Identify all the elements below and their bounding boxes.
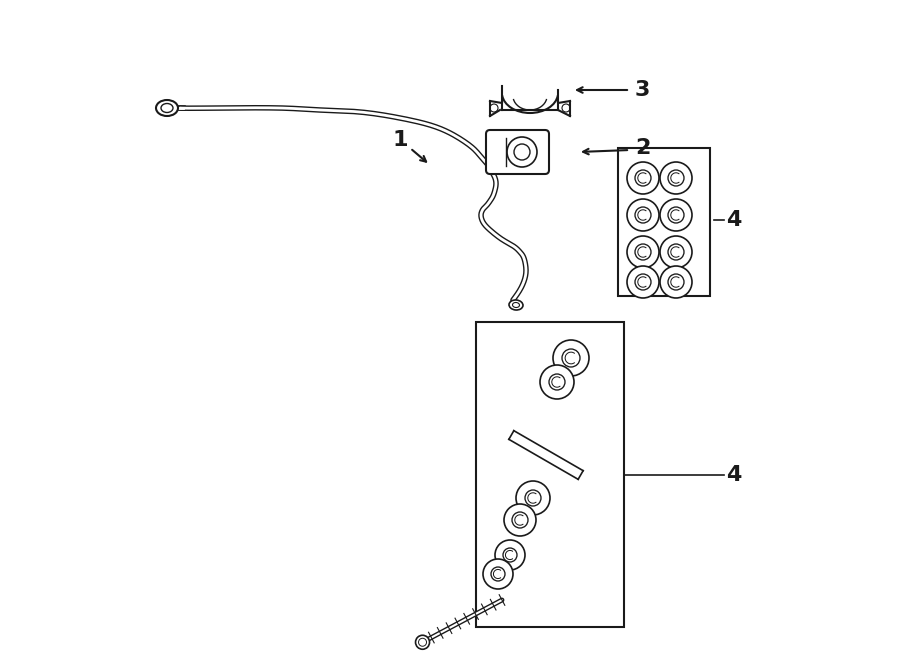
Text: 3: 3 [635, 80, 651, 100]
Circle shape [507, 137, 537, 167]
Ellipse shape [512, 303, 519, 307]
Circle shape [504, 504, 536, 536]
Circle shape [495, 540, 525, 570]
Ellipse shape [161, 104, 173, 112]
Text: 1: 1 [392, 130, 408, 150]
Circle shape [660, 199, 692, 231]
Circle shape [660, 162, 692, 194]
Circle shape [627, 236, 659, 268]
Text: 4: 4 [726, 465, 742, 485]
Circle shape [660, 236, 692, 268]
Circle shape [627, 162, 659, 194]
Circle shape [483, 559, 513, 589]
Ellipse shape [509, 300, 523, 310]
Circle shape [553, 340, 589, 376]
Bar [476, 322, 624, 627]
Circle shape [540, 365, 574, 399]
FancyBboxPatch shape [486, 130, 549, 174]
Circle shape [660, 266, 692, 298]
Circle shape [416, 635, 429, 649]
Circle shape [516, 481, 550, 515]
Bar [618, 148, 710, 296]
Circle shape [627, 199, 659, 231]
Ellipse shape [156, 100, 178, 116]
Circle shape [627, 266, 659, 298]
Text: 4: 4 [726, 210, 742, 230]
Text: 2: 2 [635, 138, 651, 158]
